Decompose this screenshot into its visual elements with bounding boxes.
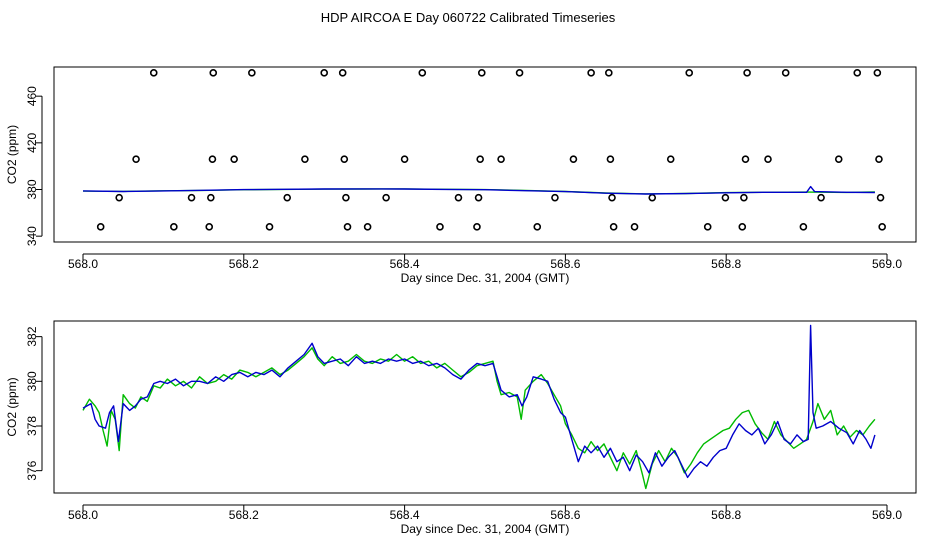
series-line-green xyxy=(82,347,876,490)
x-axis-label: Day since Dec. 31, 2004 (GMT) xyxy=(401,271,570,285)
calibration-point xyxy=(343,223,352,231)
calibration-point xyxy=(873,69,882,77)
x-tick-label: 568.2 xyxy=(229,257,259,271)
calibration-point xyxy=(764,155,772,163)
calibration-point xyxy=(515,69,524,77)
calibration-point xyxy=(473,223,481,231)
calibration-point xyxy=(738,223,747,231)
calibration-point xyxy=(301,155,309,163)
calibration-point xyxy=(703,223,712,231)
y-axis-label: CO2 (ppm) xyxy=(5,125,19,184)
top-panel-scatter-timeseries: 568.0 568.2 568.4 568.6 568.8 569.0 Day since … xyxy=(5,66,917,285)
x-tick-label: 568.0 xyxy=(68,508,98,522)
calibration-point xyxy=(477,69,486,77)
calibration-point xyxy=(320,69,329,77)
calibration-point xyxy=(474,193,483,202)
calibration-point xyxy=(187,193,196,202)
calibration-point xyxy=(400,155,409,163)
calibration-point xyxy=(605,69,613,77)
calibration-point xyxy=(799,223,808,231)
calibration-point xyxy=(208,155,217,163)
calibration-point xyxy=(230,155,238,163)
calibration-point xyxy=(418,69,427,77)
calibration-point xyxy=(363,223,372,231)
y-tick-label: 340 xyxy=(25,226,39,246)
calibration-point xyxy=(205,223,214,231)
calibration-point xyxy=(569,155,578,163)
y-tick-label: 380 xyxy=(25,179,39,199)
x-tick-label: 569.0 xyxy=(872,508,902,522)
calibration-point xyxy=(149,69,158,77)
x-tick-label: 568.2 xyxy=(229,508,259,522)
x-tick-label: 568.4 xyxy=(390,257,420,271)
calibration-point xyxy=(382,193,390,202)
calibration-point xyxy=(853,69,862,77)
calibration-point xyxy=(265,223,274,231)
y-tick-label: 420 xyxy=(25,133,39,153)
calibration-point xyxy=(454,193,463,202)
y-tick-label: 460 xyxy=(25,86,39,106)
calibration-point xyxy=(741,155,750,163)
y-tick-label: 380 xyxy=(25,371,39,391)
calibration-point xyxy=(878,223,886,231)
bottom-panel-co2-timeseries: 568.0 568.2 568.4 568.6 568.8 569.0 Day since … xyxy=(5,320,917,536)
calibration-point xyxy=(606,155,615,163)
calibration-point xyxy=(609,223,618,231)
calibration-point xyxy=(587,69,595,77)
calibration-point xyxy=(666,155,675,163)
calibration-point xyxy=(551,193,559,202)
calibration-point xyxy=(834,155,843,163)
calibration-point xyxy=(876,193,885,202)
calibration-point xyxy=(96,223,105,231)
calibration-point xyxy=(248,69,256,77)
series-line-blue xyxy=(82,185,875,195)
calibration-point xyxy=(132,155,140,163)
figure-title: HDP AIRCOA E Day 060722 Calibrated Times… xyxy=(321,10,616,25)
calibration-point xyxy=(608,193,616,202)
calibration-point xyxy=(342,193,350,202)
y-tick-label: 378 xyxy=(25,416,39,436)
calibration-point xyxy=(497,155,505,163)
calibration-point xyxy=(436,223,444,231)
y-tick-label: 382 xyxy=(25,326,39,346)
y-axis-label: CO2 (ppm) xyxy=(5,377,19,436)
x-tick-label: 568.8 xyxy=(711,508,741,522)
calibration-point xyxy=(338,69,347,77)
calibration-point xyxy=(533,223,542,231)
calibration-point xyxy=(170,223,178,231)
x-tick-label: 568.8 xyxy=(711,257,741,271)
calibration-point xyxy=(476,155,484,163)
calibration-point xyxy=(721,193,730,202)
x-axis-label: Day since Dec. 31, 2004 (GMT) xyxy=(401,522,570,536)
calibration-point xyxy=(207,193,215,202)
x-tick-label: 568.6 xyxy=(550,257,580,271)
calibration-point xyxy=(685,69,694,77)
calibration-point xyxy=(340,155,349,163)
plot-frame xyxy=(53,66,917,243)
x-tick-label: 568.4 xyxy=(390,508,420,522)
x-tick-label: 568.6 xyxy=(550,508,580,522)
series-line-blue xyxy=(82,324,876,479)
calibration-point xyxy=(209,69,218,77)
x-tick-label: 568.0 xyxy=(68,257,98,271)
x-tick-label: 569.0 xyxy=(872,257,902,271)
calibration-point xyxy=(743,69,751,77)
calibration-point xyxy=(875,155,883,163)
calibration-point xyxy=(283,193,292,202)
calibration-point xyxy=(648,193,657,202)
y-tick-label: 376 xyxy=(25,460,39,480)
calibration-point xyxy=(630,223,639,231)
calibration-point xyxy=(817,193,825,202)
calibration-point xyxy=(740,193,748,202)
calibration-point xyxy=(781,69,790,77)
calibration-point xyxy=(115,193,123,202)
plot-frame xyxy=(53,320,917,494)
